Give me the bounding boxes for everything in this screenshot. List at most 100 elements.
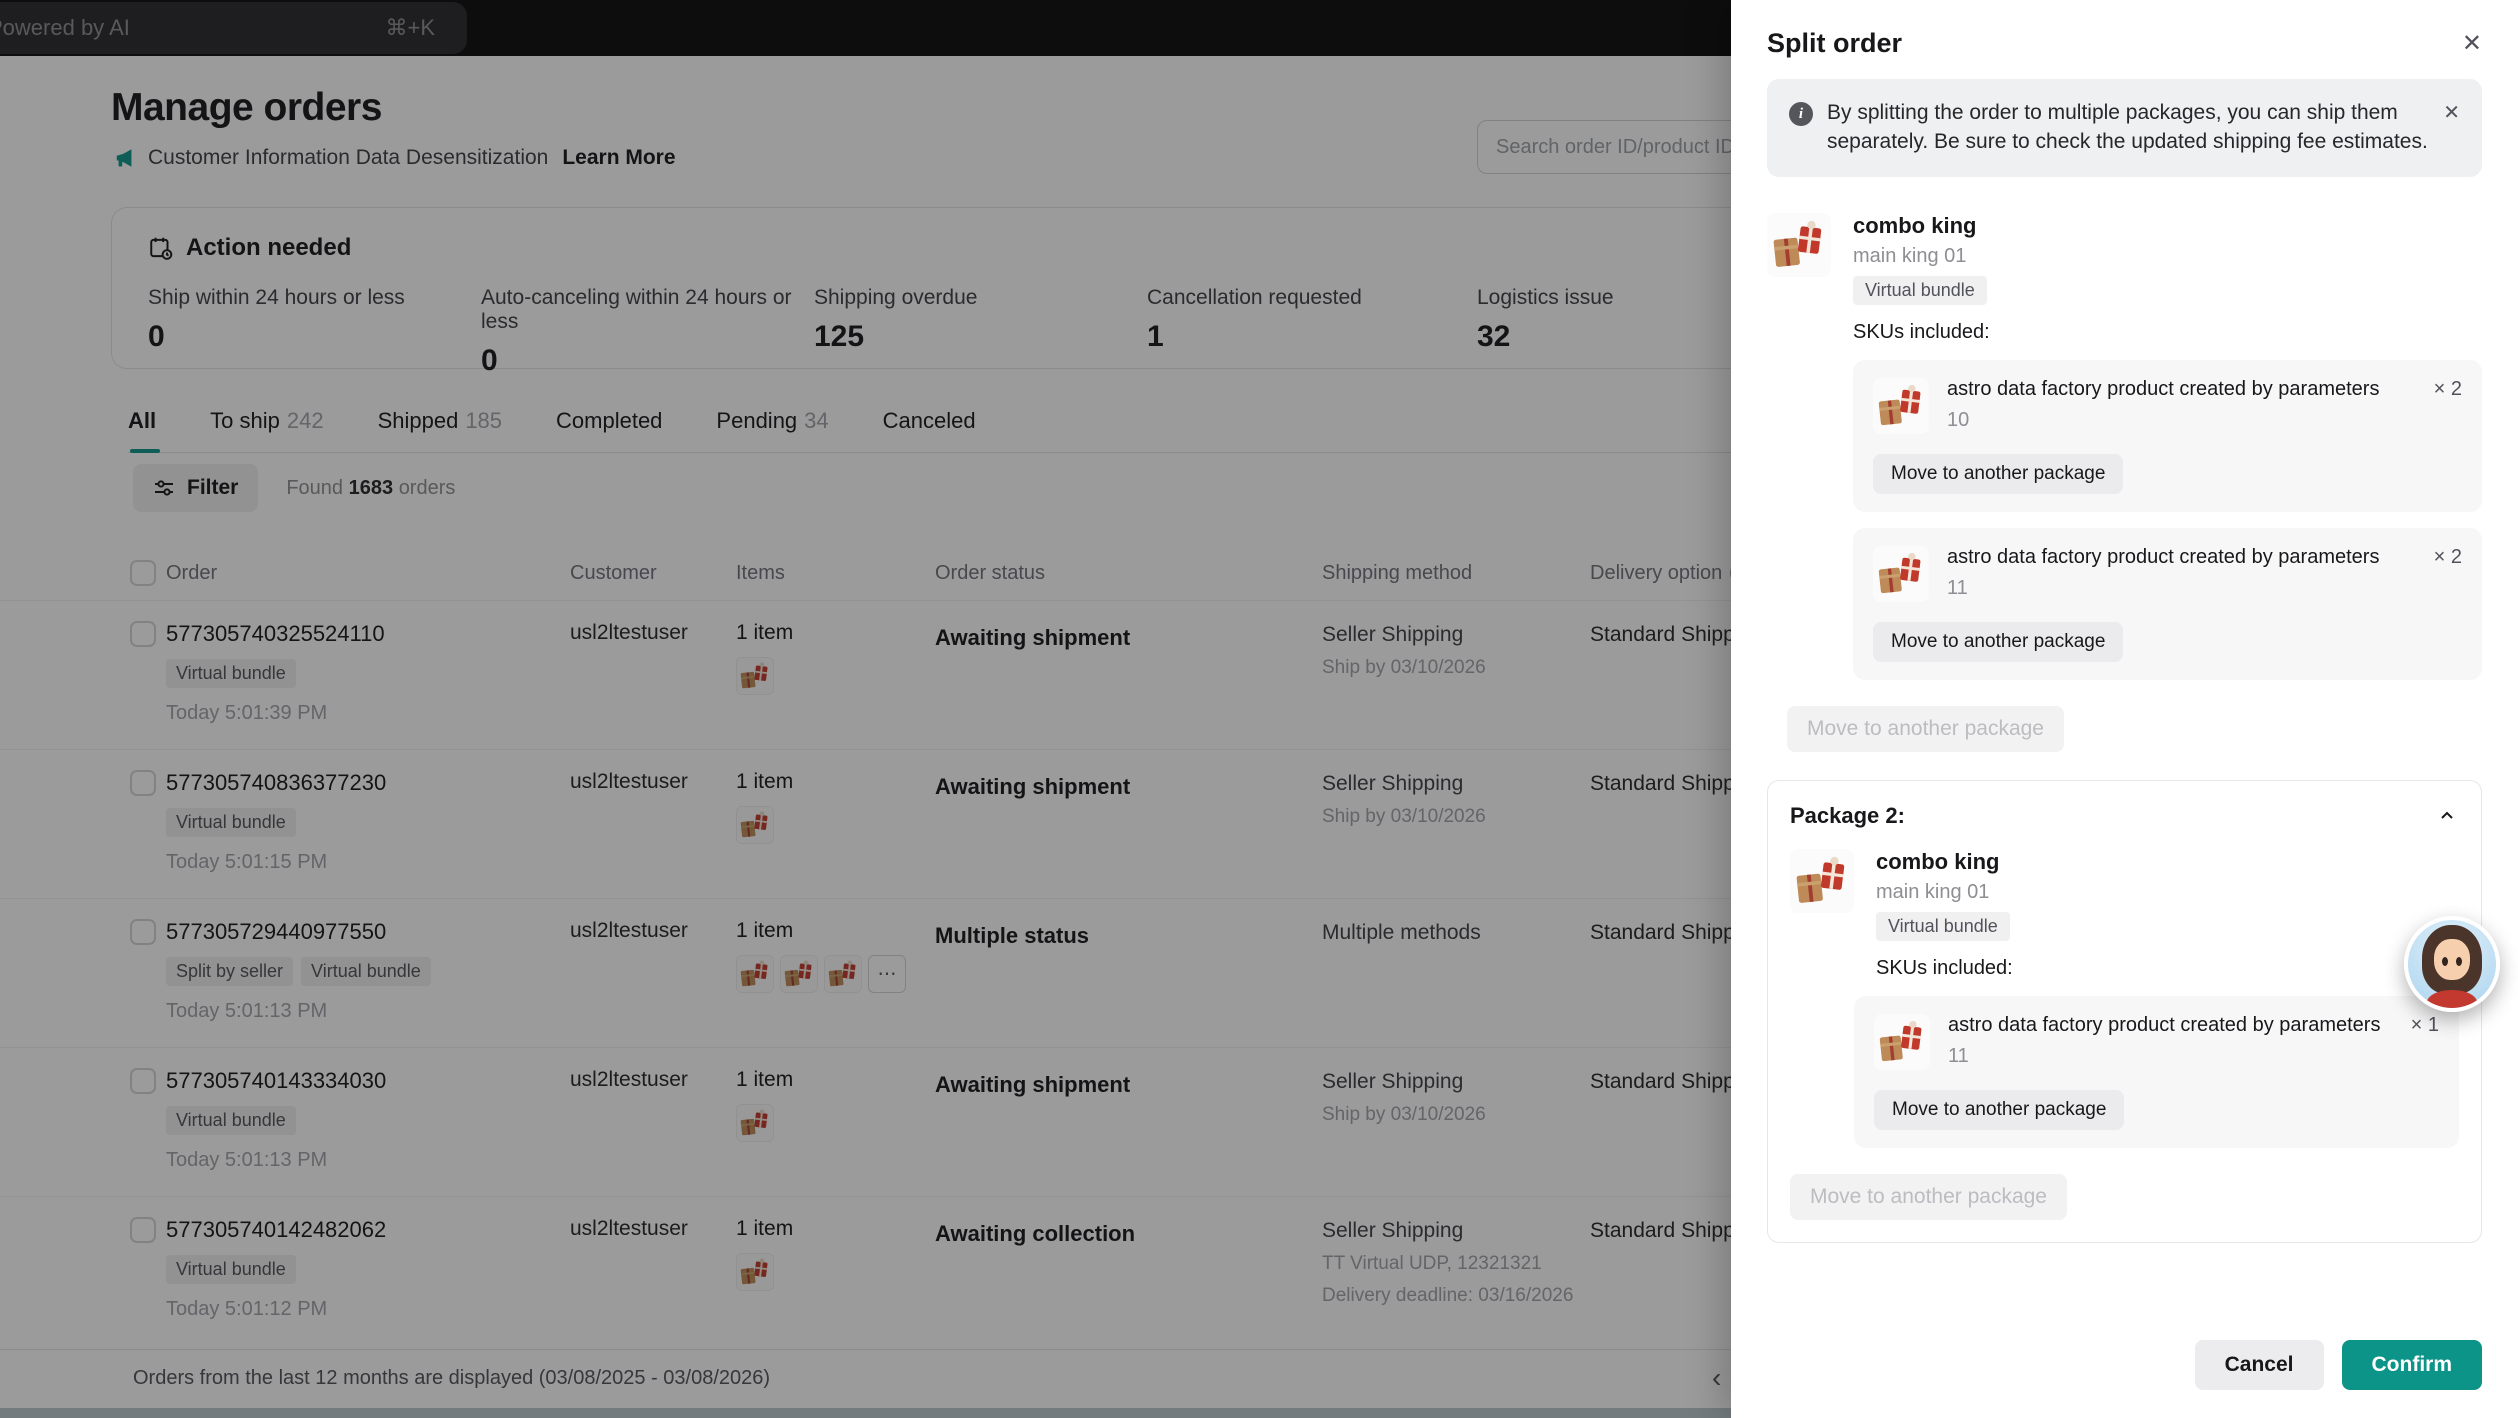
banner-close-icon[interactable]: ✕ — [2443, 102, 2460, 124]
tab-to-ship[interactable]: To ship 242 — [210, 408, 324, 433]
customer-name[interactable]: usl2ltestuser — [570, 621, 688, 644]
table-row[interactable]: 577305740836377230 Virtual bundle Today … — [0, 749, 2518, 898]
row-checkbox[interactable] — [130, 770, 156, 796]
sku-name: astro data factory product created by pa… — [1947, 377, 2380, 400]
confirm-button[interactable]: Confirm — [2341, 1340, 2482, 1390]
tab-completed[interactable]: Completed — [556, 408, 663, 433]
package-2-section: Package 2: combo king main king 01 Virtu… — [1767, 779, 2482, 1243]
move-to-another-package-button[interactable]: Move to another package — [1873, 453, 2124, 494]
col-shipping-method: Shipping method — [1322, 561, 1473, 584]
stat-ship-within-24h[interactable]: Ship within 24 hours or less 0 — [148, 286, 405, 353]
tab-canceled[interactable]: Canceled — [882, 408, 976, 433]
shipping-method: Multiple methods — [1322, 921, 1481, 944]
action-needed-stats: Ship within 24 hours or less 0 Auto-canc… — [148, 286, 2388, 378]
sku-variant: 10 — [1947, 408, 1970, 431]
page-title: Manage orders — [111, 86, 382, 129]
items-count: 1 item — [736, 919, 794, 942]
sku-name: astro data factory product created by pa… — [1948, 1013, 2381, 1036]
sku-card: astro data factory product created by pa… — [1853, 527, 2482, 680]
row-checkbox[interactable] — [130, 1068, 156, 1094]
items-count: 1 item — [736, 1217, 794, 1240]
customer-name[interactable]: usl2ltestuser — [570, 770, 688, 793]
horizontal-scrollbar[interactable] — [0, 1408, 1731, 1418]
product-thumbnail-icon[interactable] — [736, 1104, 774, 1142]
select-all-checkbox[interactable] — [130, 560, 156, 586]
row-checkbox[interactable] — [130, 1217, 156, 1243]
move-package-disabled-button[interactable]: Move to another package — [1790, 1173, 2067, 1220]
stat-cancellation-requested[interactable]: Cancellation requested 1 — [1147, 286, 1362, 353]
order-tag: Virtual bundle — [166, 808, 296, 837]
megaphone-icon — [116, 149, 132, 167]
bundle-product: combo king main king 01 Virtual bundle S… — [1767, 212, 2482, 344]
order-status: Multiple status — [935, 923, 1090, 948]
sku-thumbnail-icon — [1873, 378, 1929, 434]
col-customer: Customer — [570, 561, 657, 584]
tab-pending[interactable]: Pending 34 — [716, 408, 829, 433]
order-time: Today 5:01:39 PM — [166, 702, 328, 724]
col-order: Order — [166, 561, 218, 584]
tab-shipped[interactable]: Shipped 185 — [377, 408, 503, 433]
table-header-row: Order Customer Items Order status Shippi… — [0, 546, 2518, 600]
bundle-product-variant: main king 01 — [1853, 244, 1967, 267]
bundle-product-variant: main king 01 — [1876, 880, 1990, 903]
order-id[interactable]: 577305729440977550 — [166, 919, 387, 944]
stat-shipping-overdue[interactable]: Shipping overdue 125 — [814, 286, 978, 353]
tab-all[interactable]: All — [128, 408, 161, 453]
delivery-option: Standard Shipping — [1590, 623, 1763, 646]
order-id[interactable]: 577305740325524110 — [166, 621, 385, 646]
product-thumbnail-icon[interactable] — [780, 955, 818, 993]
info-banner: i By splitting the order to multiple pac… — [1767, 79, 2482, 177]
stat-auto-canceling[interactable]: Auto-canceling within 24 hours or less 0 — [481, 286, 792, 377]
delivery-option: Standard Shipping — [1590, 921, 1763, 944]
more-items-button[interactable]: ⋯ — [868, 955, 906, 993]
move-package-disabled-button[interactable]: Move to another package — [1787, 705, 2064, 752]
move-to-another-package-button[interactable]: Move to another package — [1874, 1089, 2125, 1130]
order-id[interactable]: 577305740836377230 — [166, 770, 387, 795]
sku-card: astro data factory product created by pa… — [1854, 995, 2459, 1148]
order-id[interactable]: 577305740142482062 — [166, 1217, 387, 1242]
table-row[interactable]: 577305740325524110 Virtual bundle Today … — [0, 600, 2518, 749]
drawer-body: i By splitting the order to multiple pac… — [1731, 79, 2518, 1316]
order-time: Today 5:01:13 PM — [166, 1000, 328, 1022]
order-time: Today 5:01:13 PM — [166, 1149, 328, 1171]
date-range-note: Orders from the last 12 months are displ… — [133, 1366, 771, 1389]
product-thumbnail-icon[interactable] — [736, 806, 774, 844]
order-status: Awaiting shipment — [935, 625, 1131, 650]
stat-logistics-issue[interactable]: Logistics issue 32 — [1477, 286, 1614, 353]
table-toolbar: Filter Found 1683 orders — [133, 464, 455, 512]
product-thumbnail-icon[interactable] — [824, 955, 862, 993]
pagination-prev-icon[interactable]: ‹ — [1712, 1362, 1722, 1393]
items-count: 1 item — [736, 770, 794, 793]
cancel-button[interactable]: Cancel — [2194, 1340, 2324, 1390]
move-to-another-package-button[interactable]: Move to another package — [1873, 621, 2124, 662]
filter-label: Filter — [187, 476, 239, 499]
sku-thumbnail-icon — [1874, 1014, 1930, 1070]
bundle-product-name: combo king — [1876, 848, 2000, 874]
info-icon: i — [1789, 102, 1813, 126]
chevron-up-icon[interactable] — [2435, 804, 2459, 828]
ai-search-bar[interactable]: Powered by AI ⌘+K — [0, 2, 467, 54]
announcement-learn-more-link[interactable]: Learn More — [562, 146, 676, 169]
filter-button[interactable]: Filter — [133, 464, 259, 512]
col-items: Items — [736, 561, 785, 584]
virtual-bundle-tag: Virtual bundle — [1853, 275, 1987, 305]
customer-name[interactable]: usl2ltestuser — [570, 1068, 688, 1091]
assistant-avatar[interactable] — [2404, 916, 2500, 1012]
customer-name[interactable]: usl2ltestuser — [570, 1217, 688, 1240]
row-checkbox[interactable] — [130, 621, 156, 647]
order-id[interactable]: 577305740143334030 — [166, 1068, 387, 1093]
keyboard-shortcut-badge: ⌘+K — [385, 15, 435, 40]
product-thumbnail-icon[interactable] — [736, 1253, 774, 1291]
table-row[interactable]: 577305740143334030 Virtual bundle Today … — [0, 1047, 2518, 1196]
bundle-product-thumbnail-icon — [1767, 213, 1831, 277]
close-icon[interactable]: ✕ — [2461, 29, 2482, 57]
order-time: Today 5:01:12 PM — [166, 1298, 328, 1320]
row-checkbox[interactable] — [130, 919, 156, 945]
package-2-header: Package 2: — [1790, 802, 1905, 828]
product-thumbnail-icon[interactable] — [736, 657, 774, 695]
customer-name[interactable]: usl2ltestuser — [570, 919, 688, 942]
table-row[interactable]: 577305740142482062 Virtual bundle Today … — [0, 1196, 2518, 1345]
shipping-deadline: Ship by 03/10/2026 — [1322, 806, 1486, 827]
table-row[interactable]: 577305729440977550 Split by seller Virtu… — [0, 898, 2518, 1047]
product-thumbnail-icon[interactable] — [736, 955, 774, 993]
